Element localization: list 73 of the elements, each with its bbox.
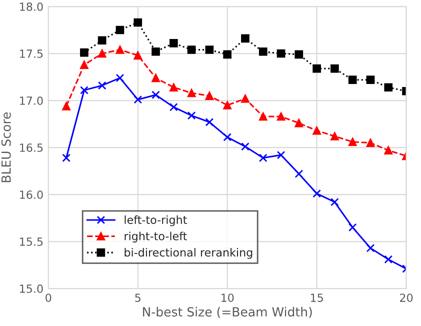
y-tick-label: 15.0: [20, 284, 43, 293]
x-tick-label: 10: [221, 294, 234, 302]
point: [366, 138, 375, 147]
y-tick-label: 15.5: [20, 238, 43, 246]
point: [348, 76, 357, 84]
point: [223, 133, 232, 142]
point: [98, 49, 106, 58]
point: [116, 26, 124, 34]
point: [62, 154, 70, 162]
point: [98, 81, 106, 90]
y-tick-label: 17.5: [20, 50, 43, 58]
point: [152, 47, 160, 56]
point: [205, 46, 214, 54]
point: [152, 74, 160, 82]
y-tick-label: 16.5: [20, 143, 43, 152]
point: [312, 126, 321, 135]
point: [258, 112, 268, 121]
point: [152, 90, 160, 100]
point: [241, 94, 250, 103]
point: [241, 34, 250, 43]
point: [241, 142, 250, 151]
point: [116, 46, 124, 54]
point: [258, 154, 268, 162]
point: [366, 244, 375, 252]
x-axis-title: N-best Size (=Beam Width): [143, 306, 312, 318]
legend-label: bi-directional reranking: [124, 248, 252, 259]
point: [187, 46, 196, 54]
point: [80, 60, 88, 69]
legend-label: right-to-left: [124, 232, 187, 242]
point: [312, 64, 321, 73]
point: [80, 86, 88, 94]
point: [276, 49, 286, 58]
point: [330, 198, 339, 206]
point: [134, 51, 142, 60]
x-tick-label: 15: [310, 294, 323, 302]
point: [276, 112, 286, 121]
point: [187, 88, 196, 98]
y-tick-label: 17.0: [20, 96, 43, 105]
point: [312, 189, 321, 198]
point: [330, 132, 339, 140]
point: [294, 118, 304, 128]
point: [223, 50, 232, 59]
y-tick-label: 18.0: [20, 2, 43, 11]
legend-label: left-to-right: [124, 215, 187, 226]
x-tick-label: 0: [46, 294, 52, 302]
point: [205, 92, 214, 100]
point: [134, 18, 142, 27]
point: [294, 170, 304, 178]
point: [348, 223, 357, 232]
point: [116, 74, 124, 82]
x-tick-label: 20: [400, 294, 413, 302]
point: [169, 39, 178, 48]
point: [223, 101, 232, 110]
point: [384, 83, 393, 92]
point: [187, 111, 196, 120]
point: [169, 83, 178, 92]
point: [98, 36, 106, 45]
point: [366, 76, 375, 84]
point: [258, 47, 268, 56]
point: [276, 150, 286, 160]
point: [348, 138, 357, 146]
point: [62, 102, 70, 110]
point: [384, 146, 393, 154]
point: [294, 50, 304, 59]
y-axis-title: BLEU Score: [1, 112, 11, 182]
point: [330, 64, 339, 73]
point: [205, 118, 214, 126]
y-tick-label: 16.0: [20, 190, 43, 199]
point: [134, 95, 142, 104]
point: [384, 255, 393, 264]
x-tick-label: 5: [135, 294, 140, 302]
point: [169, 102, 178, 112]
point: [80, 48, 88, 57]
